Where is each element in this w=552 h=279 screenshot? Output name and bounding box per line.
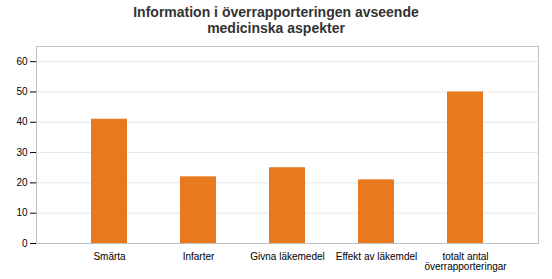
svg-text:10: 10 (16, 207, 28, 218)
svg-text:30: 30 (16, 147, 28, 158)
svg-text:20: 20 (16, 177, 28, 188)
svg-text:totalt antalöverrapporteringar: totalt antalöverrapporteringar (424, 251, 507, 272)
svg-text:0: 0 (22, 238, 28, 249)
svg-text:40: 40 (16, 116, 28, 127)
svg-text:50: 50 (16, 86, 28, 97)
html-text:Information i överrapportering: Information i överrapporteringen avseend… (133, 4, 419, 36)
svg-text:Infarter: Infarter (183, 251, 215, 262)
svg-text:Effekt av läkemdel: Effekt av läkemdel (336, 251, 418, 262)
svg-text:Givna läkemedel: Givna läkemedel (250, 251, 324, 262)
svg-text:60: 60 (16, 56, 28, 67)
svg-text:Smärta: Smärta (93, 251, 126, 262)
